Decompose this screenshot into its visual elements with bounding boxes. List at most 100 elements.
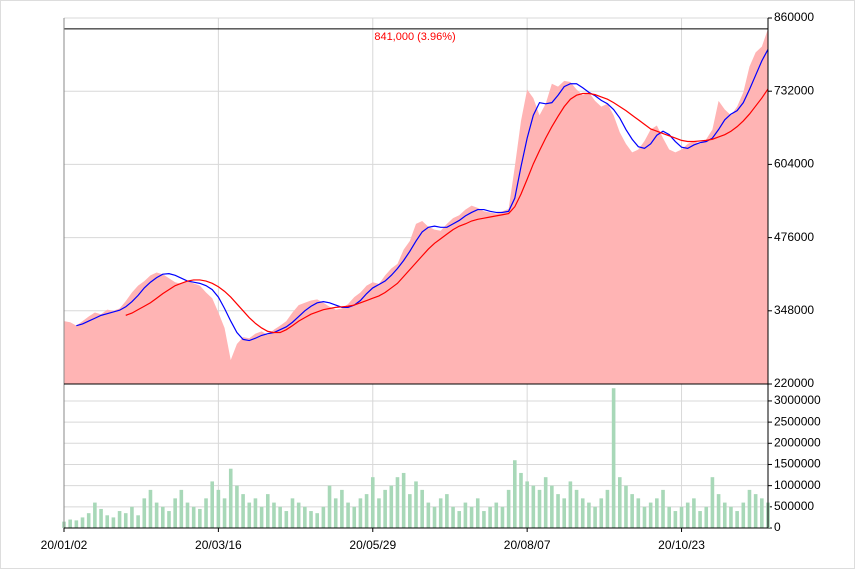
annotation-label: 841,000 (3.96%) — [374, 31, 455, 43]
y-tick-label: 604000 — [774, 157, 814, 171]
volume-bar — [636, 498, 641, 528]
volume-bar — [408, 494, 412, 528]
volume-bar — [117, 511, 122, 528]
volume-bar — [531, 485, 536, 528]
volume-bar — [99, 508, 103, 528]
volume-bar — [630, 494, 634, 528]
volume-bar — [463, 502, 468, 528]
volume-bar — [265, 494, 270, 528]
volume-bar — [457, 511, 462, 528]
volume-bar — [747, 489, 752, 528]
volume-bar — [346, 502, 350, 528]
x-tick-label: 20/05/29 — [349, 538, 396, 552]
volume-bar — [142, 498, 147, 528]
volume-bar — [272, 502, 276, 528]
y-tick-label: 476000 — [774, 230, 814, 244]
volume-bar — [204, 498, 208, 528]
volume-bar — [154, 502, 159, 528]
volume-bar — [698, 511, 702, 528]
volume-bar — [469, 506, 474, 528]
volume-bar — [593, 506, 597, 528]
volume-bar — [191, 506, 196, 528]
volume-bar — [358, 498, 363, 528]
y-tick-label: 860000 — [774, 10, 814, 24]
volume-bar — [587, 502, 591, 528]
volume-bar — [599, 498, 604, 528]
volume-bar — [333, 498, 338, 528]
volume-bar — [692, 498, 696, 528]
volume-bar — [340, 489, 344, 528]
volume-bar — [198, 508, 202, 528]
y-tick-label: 0 — [774, 520, 781, 534]
volume-bar — [519, 472, 523, 528]
y-tick-label: 2500000 — [774, 414, 821, 428]
volume-bar — [161, 506, 165, 528]
volume-bar — [445, 494, 449, 528]
moving-average-line — [125, 88, 769, 334]
y-tick-label: 1000000 — [774, 478, 821, 492]
volume-bar — [426, 502, 431, 528]
volume-bar — [130, 506, 134, 528]
volume-bar — [753, 494, 758, 528]
volume-bar — [235, 485, 239, 528]
volume-bar — [389, 485, 394, 528]
volume-bar — [315, 513, 319, 528]
volume-bar — [401, 472, 406, 528]
volume-bar — [216, 489, 221, 528]
volume-bar — [290, 498, 295, 528]
volume-bar — [173, 498, 177, 528]
volume-bar — [296, 502, 301, 528]
volume-bar — [648, 502, 653, 528]
volume-bar — [760, 498, 764, 528]
volume-bar — [303, 506, 307, 528]
volume-bar — [611, 388, 616, 528]
volume-bar — [722, 502, 727, 528]
volume-bar — [105, 515, 110, 528]
volume-bar — [661, 489, 665, 528]
volume-bar — [136, 515, 140, 528]
volume-bar — [80, 517, 85, 528]
volume-bar — [574, 489, 579, 528]
volume-bar — [86, 513, 91, 528]
volume-bar — [395, 477, 400, 528]
volume-bar — [253, 498, 258, 528]
y-tick-label: 348000 — [774, 303, 814, 317]
x-tick-label: 20/01/02 — [41, 538, 88, 552]
volume-bar — [167, 511, 171, 528]
volume-bar — [605, 489, 610, 528]
volume-bar — [259, 506, 264, 528]
y-tick-label: 2000000 — [774, 435, 821, 449]
volume-bar — [383, 489, 387, 528]
volume-bar — [451, 506, 455, 528]
volume-bar — [580, 498, 585, 528]
volume-bar — [148, 489, 153, 528]
volume-bar — [513, 460, 517, 528]
volume-bar — [228, 468, 233, 528]
volume-bar — [247, 502, 252, 528]
x-tick-label: 20/03/16 — [195, 538, 242, 552]
volume-bar — [420, 489, 424, 528]
volume-bar — [377, 498, 381, 528]
volume-bar — [568, 481, 573, 528]
y-tick-label: 3000000 — [774, 393, 821, 407]
volume-bar — [309, 511, 313, 528]
volume-bar — [370, 477, 375, 528]
volume-bar — [543, 477, 548, 528]
volume-bar — [550, 485, 554, 528]
volume-bar — [741, 502, 746, 528]
volume-bar — [111, 517, 116, 528]
volume-bar — [438, 498, 443, 528]
volume-bar — [537, 489, 542, 528]
y-tick-label: 220000 — [774, 376, 814, 390]
x-tick-label: 20/08/07 — [504, 538, 551, 552]
volume-bar — [525, 481, 529, 528]
volume-bar — [210, 481, 215, 528]
volume-bar — [642, 506, 647, 528]
y-tick-label: 1500000 — [774, 457, 821, 471]
volume-bar — [710, 477, 715, 528]
volume-bar — [185, 502, 190, 528]
volume-bar — [364, 494, 369, 528]
volume-bar — [123, 513, 128, 528]
volume-bar — [716, 494, 721, 528]
